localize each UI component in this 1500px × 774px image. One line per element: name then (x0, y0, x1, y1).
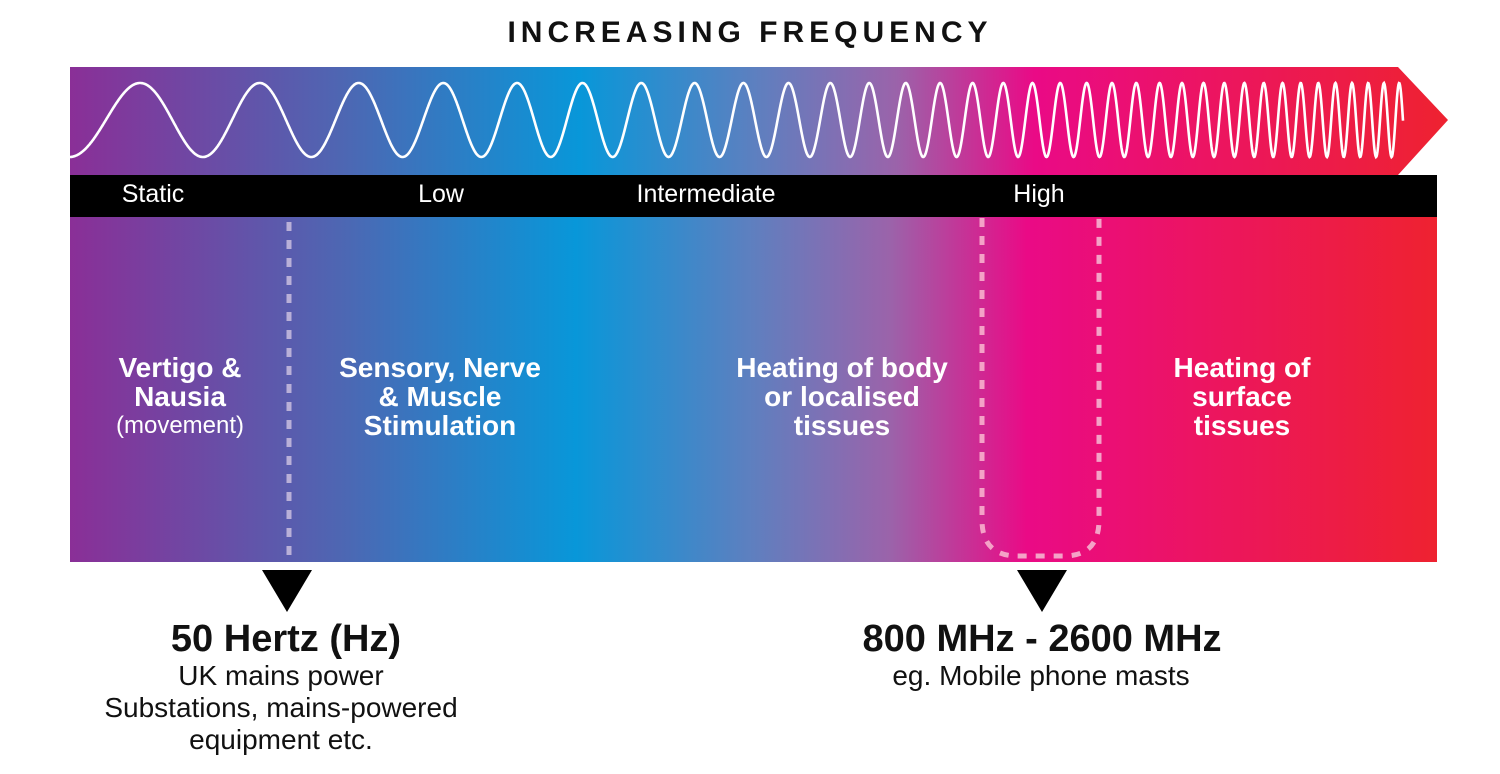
band-strip (70, 175, 1437, 217)
effect-stimulation: Sensory, Nerve & Muscle Stimulation (339, 353, 541, 440)
band-label-intermediate: Intermediate (636, 180, 776, 208)
effect-line: Nausia (134, 381, 226, 412)
frequency-arrow (70, 67, 1448, 175)
effect-line: Sensory, Nerve (339, 352, 541, 383)
effect-line: Vertigo & (118, 352, 242, 383)
effect-line: tissues (1193, 410, 1291, 441)
mobile-frequency-description: eg. Mobile phone masts (892, 660, 1189, 692)
effect-line: & Muscle (378, 381, 502, 412)
effect-line: tissues (793, 410, 891, 441)
band-label-static: Static (121, 180, 185, 208)
description-line: eg. Mobile phone masts (892, 660, 1190, 691)
effect-heating-body: Heating of body or localised tissues (736, 353, 948, 440)
diagram-title: INCREASING FREQUENCY (507, 16, 993, 49)
band-label-low: Low (418, 180, 464, 208)
band-label-high: High (1013, 180, 1065, 208)
effect-line: Heating of body (736, 352, 948, 383)
effect-line: surface (1192, 381, 1292, 412)
effect-heating-surface: Heating of surface tissues (1174, 353, 1311, 440)
description-line: equipment etc. (189, 724, 373, 755)
effect-line: or localised (764, 381, 920, 412)
description-line: UK mains power (178, 660, 384, 691)
mobile-band-outline (979, 218, 1102, 559)
mains-frequency-description: UK mains power Substations, mains-powere… (104, 660, 457, 756)
description-line: Substations, mains-powered (104, 692, 458, 723)
effect-vertigo-nausia: Vertigo & Nausia (movement) (116, 353, 244, 440)
effect-line: Stimulation (363, 410, 517, 441)
mobile-marker-arrow (1017, 570, 1067, 612)
effects-panel (70, 217, 1437, 562)
effect-subtext: (movement) (115, 412, 245, 439)
mobile-frequency-title: 800 MHz - 2600 MHz (862, 618, 1222, 660)
frequency-wave (70, 80, 1405, 160)
mains-frequency-title: 50 Hertz (Hz) (170, 618, 402, 660)
effect-line: Heating of (1173, 352, 1311, 383)
mains-marker-arrow (262, 570, 312, 612)
